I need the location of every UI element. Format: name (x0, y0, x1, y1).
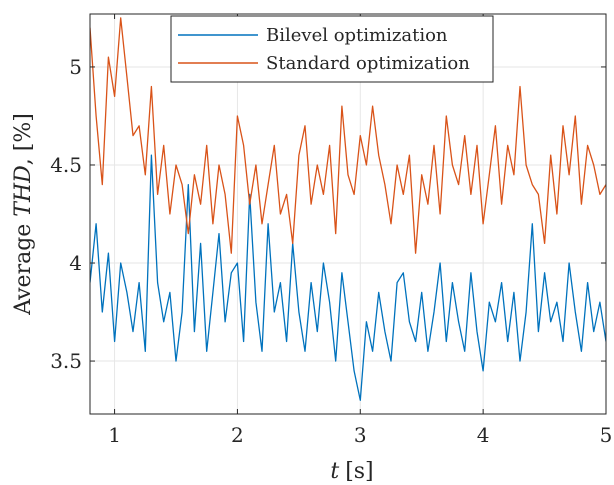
y-tick-label: 5 (69, 55, 82, 79)
plot-frame (89, 13, 607, 415)
y-tick-label: 3.5 (50, 349, 82, 373)
x-tick-label: 4 (477, 423, 490, 447)
series-line-bilevel (90, 154, 606, 401)
y-tick-label: 4 (69, 251, 82, 275)
series-layer (90, 17, 606, 401)
x-tick-label: 2 (231, 423, 244, 447)
legend: Bilevel optimization Standard optimizati… (170, 15, 494, 83)
series-line-standard (90, 17, 606, 254)
x-tick-label: 3 (354, 423, 367, 447)
x-tick-label: 1 (108, 423, 121, 447)
legend-label-standard: Standard optimization (266, 53, 470, 74)
y-axis-label: Average THD, [%] (11, 113, 36, 316)
axis-ticks: 1 2 3 4 5 3.5 4 4.5 5 (50, 14, 612, 447)
legend-box (170, 15, 494, 83)
x-tick-label: 5 (600, 423, 613, 447)
x-axis-label: t [s] (330, 459, 373, 484)
legend-label-bilevel: Bilevel optimization (266, 25, 448, 46)
y-tick-label: 4.5 (50, 153, 82, 177)
